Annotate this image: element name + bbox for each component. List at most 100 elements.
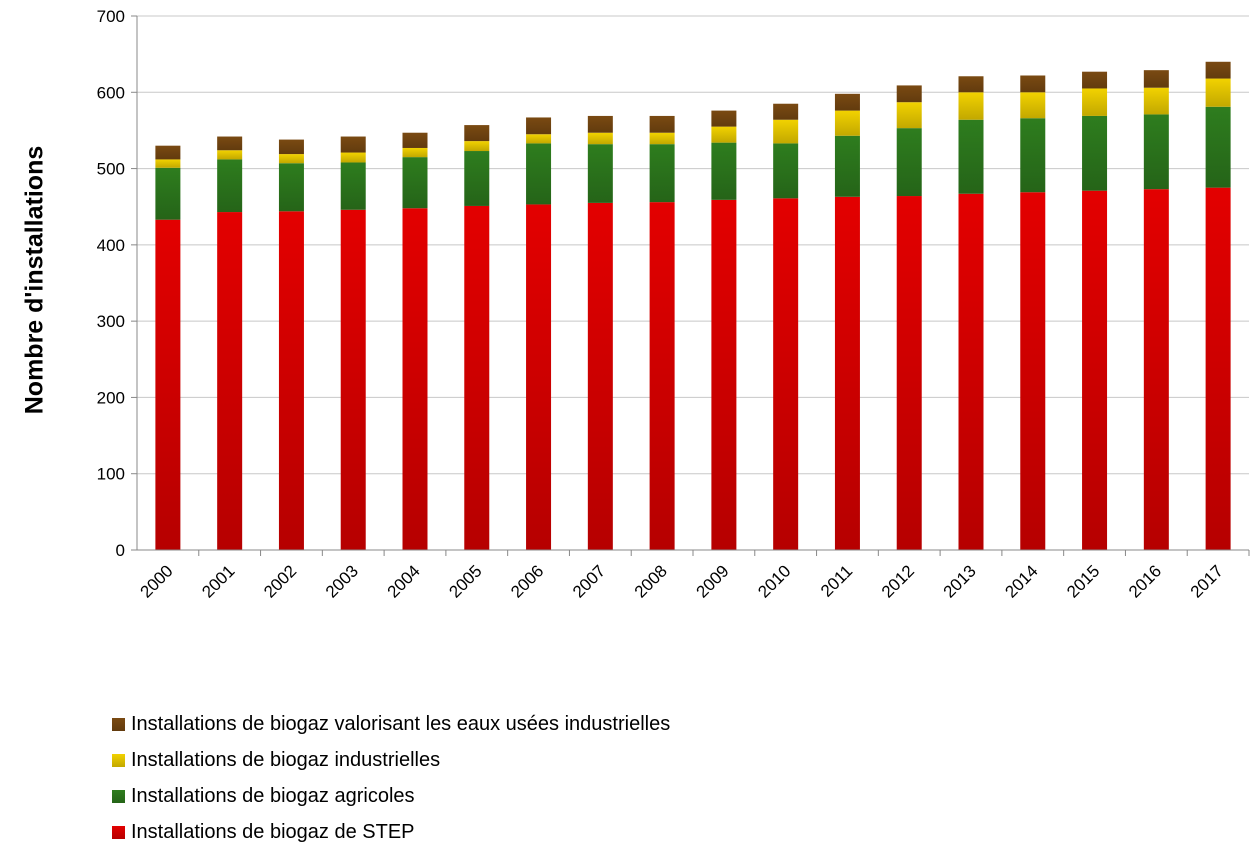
legend-swatch [112, 825, 125, 839]
x-tick-label: 2000 [137, 561, 177, 601]
x-tick-label: 2010 [754, 561, 794, 601]
bar-segment [1082, 190, 1108, 551]
bar-segment [1205, 106, 1231, 188]
y-tick-label: 0 [116, 541, 125, 560]
bar-segment [834, 110, 860, 136]
bar-segment [340, 136, 366, 153]
bar-segment [464, 125, 490, 142]
x-tick-label: 2017 [1187, 561, 1227, 601]
bar-segment [1020, 192, 1046, 550]
x-tick-labels: 2000 2001 2002 2003 2004 2005 2006 2007 2008 2009… [137, 561, 1227, 601]
bar-segment [526, 143, 552, 205]
bar-segment [834, 135, 860, 197]
bar-segment [155, 159, 181, 168]
bar-segment [402, 147, 428, 158]
y-tick-label: 600 [97, 83, 125, 102]
gridlines [131, 15, 1249, 551]
bar-segment [464, 205, 490, 551]
bar-segment [896, 102, 922, 129]
bar-segment [278, 211, 304, 550]
bar-segment [958, 76, 984, 93]
x-tick-label: 2015 [1063, 561, 1103, 601]
bar-segment [649, 115, 675, 133]
y-tick-label: 400 [97, 236, 125, 255]
bar-segment [217, 136, 243, 151]
x-tick-label: 2006 [507, 561, 547, 601]
bar-segment [278, 163, 304, 212]
bar-segment [526, 134, 552, 144]
y-tick-label: 700 [97, 7, 125, 26]
y-tick-label: 500 [97, 160, 125, 179]
bar-segment [1143, 87, 1169, 115]
bar-segment [587, 115, 613, 133]
bar-segment [773, 119, 799, 144]
y-tick-label: 300 [97, 312, 125, 331]
x-tick-label: 2011 [817, 561, 856, 600]
bar-segment [217, 150, 243, 160]
bar-segment [896, 85, 922, 103]
legend-label: Installations de biogaz industrielles [131, 748, 441, 771]
bar-segment [217, 212, 243, 550]
bar-segment [1143, 114, 1169, 190]
x-tick-label: 2013 [940, 561, 980, 601]
bar-segment [155, 219, 181, 550]
bar-segment [402, 208, 428, 551]
bar-segment [402, 132, 428, 148]
x-tick-label: 2012 [878, 561, 918, 601]
bar-segment [340, 162, 366, 210]
bar-segment [896, 196, 922, 550]
stacked-bar-chart: 0 100 200 300 400 500 600 700 2000 2001 2002 2003 2… [97, 7, 1250, 602]
x-tick-label: 2001 [198, 561, 238, 601]
bar-segment [711, 110, 737, 127]
bar-segment [340, 152, 366, 163]
legend-item: Installations de biogaz de STEP [112, 814, 670, 850]
legend-item: Installations de biogaz valorisant les e… [112, 706, 670, 742]
bar-segment [711, 199, 737, 550]
bar-segment [649, 202, 675, 550]
x-tick-label: 2005 [445, 561, 485, 601]
legend-swatch [112, 717, 125, 731]
bar-segment [340, 209, 366, 550]
bar-segment [1205, 78, 1231, 107]
bar-segment [217, 159, 243, 213]
bar-segment [1143, 70, 1169, 88]
legend: Installations de biogaz valorisant les e… [112, 706, 670, 850]
bar-segment [958, 193, 984, 550]
bar-segment [278, 154, 304, 164]
bar-segment [278, 139, 304, 155]
bar-segment [958, 119, 984, 194]
bar-segment [773, 198, 799, 550]
bar-segment [587, 132, 613, 145]
bar-segment [155, 167, 181, 220]
bar-segment [155, 145, 181, 160]
x-tick-label: 2002 [260, 561, 300, 601]
bar-segment [1082, 71, 1108, 89]
x-tick-label: 2004 [384, 561, 424, 601]
y-tick-label: 200 [97, 388, 125, 407]
bar-segment [711, 142, 737, 200]
bar-segment [834, 196, 860, 550]
bar-segment [1143, 189, 1169, 550]
bar-segment [1205, 61, 1231, 79]
bar-segment [834, 93, 860, 111]
legend-label: Installations de biogaz valorisant les e… [131, 712, 671, 735]
bar-segment [464, 151, 490, 206]
bar-segment [526, 117, 552, 135]
bar-segment [587, 144, 613, 203]
axes [136, 16, 1250, 556]
bar-segment [1082, 88, 1108, 116]
y-tick-label: 100 [97, 465, 125, 484]
x-tick-label: 2014 [1001, 561, 1041, 601]
bars [155, 61, 1231, 551]
bar-segment [773, 143, 799, 199]
x-tick-label: 2003 [322, 561, 362, 601]
bar-segment [1020, 92, 1046, 119]
bar-segment [464, 141, 490, 152]
bar-segment [1020, 75, 1046, 93]
bar-segment [649, 132, 675, 145]
bar-segment [1020, 118, 1046, 193]
bar-segment [896, 128, 922, 197]
legend-label: Installations de biogaz de STEP [131, 820, 415, 843]
bar-segment [649, 144, 675, 203]
x-tick-label: 2016 [1125, 561, 1165, 601]
